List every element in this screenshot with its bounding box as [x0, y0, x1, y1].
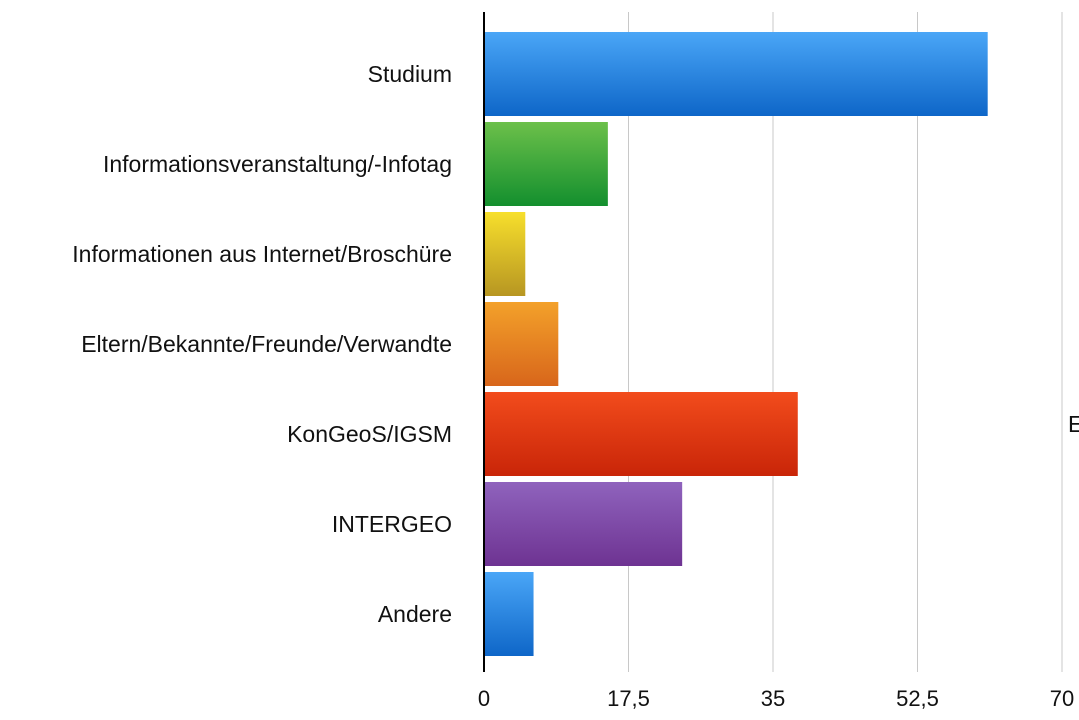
- bar-3: [484, 302, 559, 386]
- bar-1: [484, 122, 608, 206]
- x-tick-labels: 0 17,5 35 52,5 70: [478, 686, 1074, 711]
- x-tick-label: 17,5: [607, 686, 650, 711]
- category-label: Informationen aus Internet/Broschüre: [72, 241, 452, 267]
- bar-5: [484, 482, 683, 566]
- category-label: Eltern/Bekannte/Freunde/Verwandte: [81, 331, 452, 357]
- bar-2: [484, 212, 526, 296]
- bar-6: [484, 572, 534, 656]
- bar-4: [484, 392, 798, 476]
- category-label: INTERGEO: [332, 511, 452, 537]
- x-tick-label: 70: [1050, 686, 1074, 711]
- category-label: Informationsveranstaltung/-Infotag: [103, 151, 452, 177]
- x-tick-label: 0: [478, 686, 490, 711]
- category-label: KonGeoS/IGSM: [287, 421, 452, 447]
- bars: [484, 32, 988, 656]
- bar-0: [484, 32, 988, 116]
- category-label: Andere: [378, 601, 452, 627]
- category-labels: Studium Informationsveranstaltung/-Infota…: [72, 61, 452, 627]
- x-tick-label: 52,5: [896, 686, 939, 711]
- cut-off-text: E: [1068, 411, 1079, 437]
- category-label: Studium: [368, 61, 452, 87]
- x-tick-label: 35: [761, 686, 785, 711]
